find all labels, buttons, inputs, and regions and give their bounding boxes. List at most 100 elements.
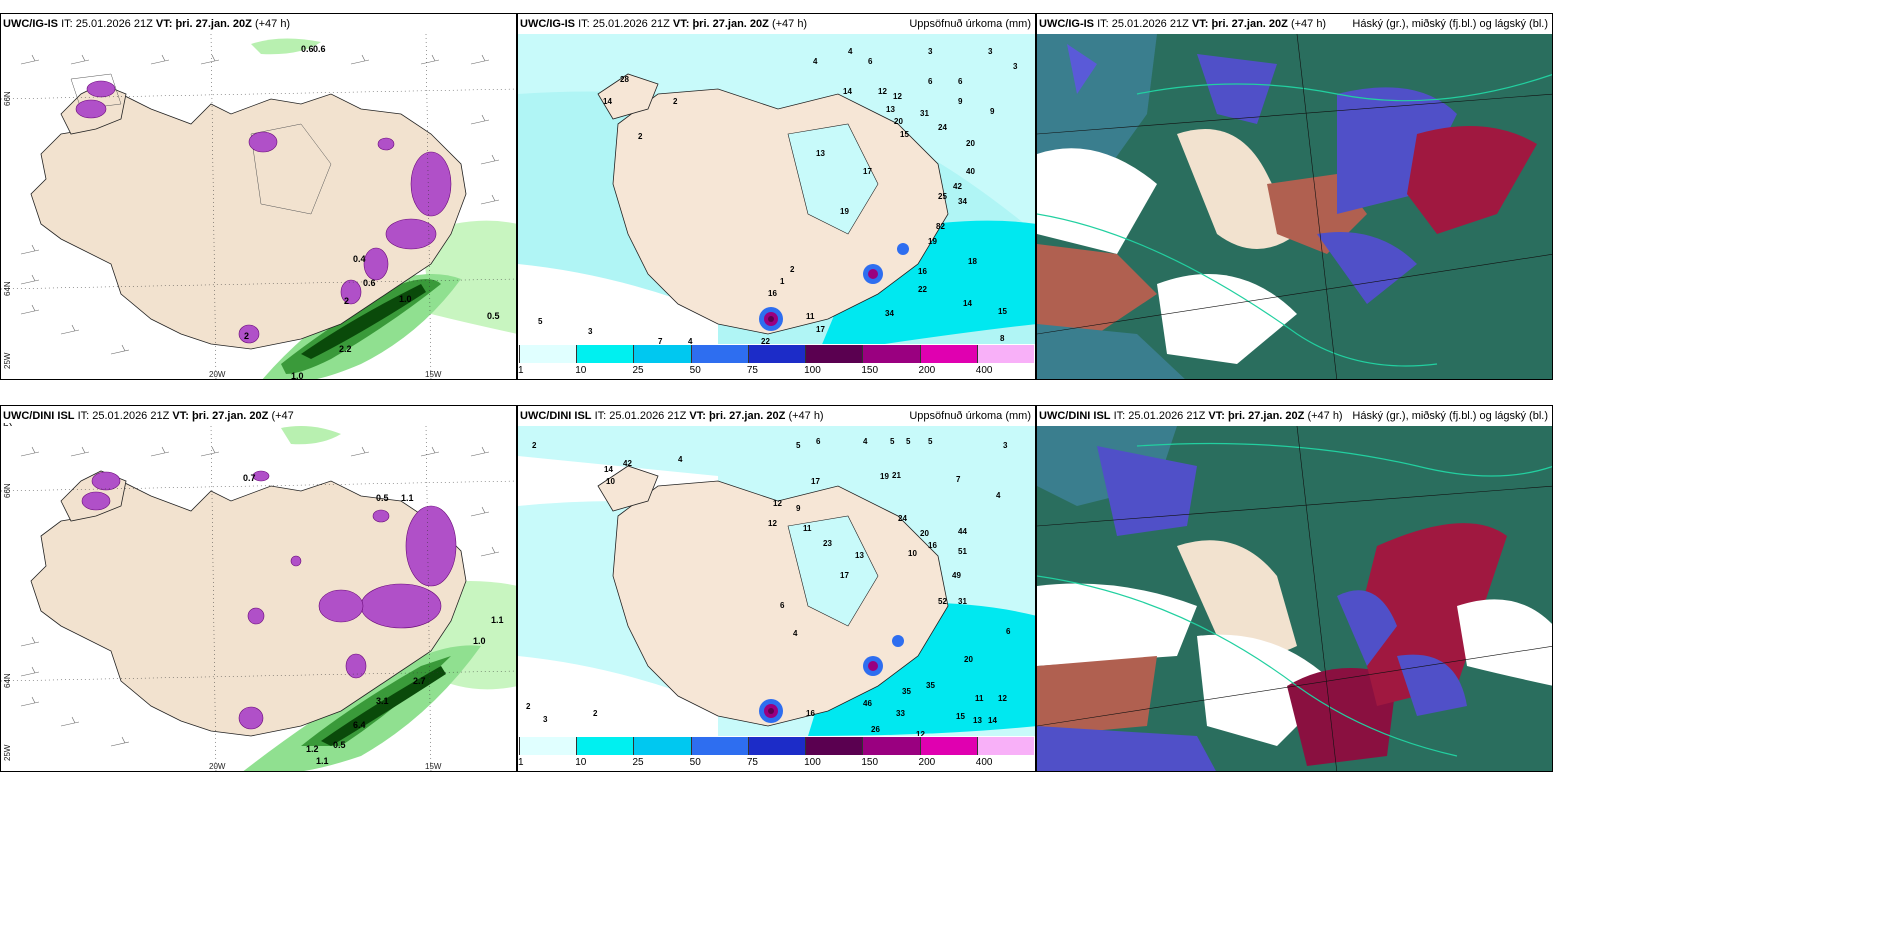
panel-title: UWC/IG-IS IT: 25.01.2026 21Z VT: þri. 27… [520, 18, 808, 30]
value-label: 13 [855, 551, 864, 560]
value-label: 6 [780, 601, 785, 610]
value-label: 3.1 [376, 696, 389, 706]
colorbar-label: 150 [861, 365, 879, 376]
lon-label: 20W [209, 370, 226, 379]
colorbar-label: 100 [804, 757, 821, 768]
value-label: 14 [604, 465, 613, 474]
value-label: 16 [806, 709, 815, 718]
panel-3-cloud-layers: UWC/IG-IS IT: 25.01.2026 21Z VT: þri. 27… [1036, 13, 1553, 380]
value-label: 15 [900, 130, 909, 139]
value-label: 44 [958, 527, 967, 536]
colorbar-label: 75 [746, 757, 758, 768]
panel-subtitle: Uppsöfnuð úrkoma (mm) [909, 410, 1031, 422]
map-cloud-layers [1037, 34, 1552, 379]
colorbar-swatch [576, 345, 634, 363]
value-label: 5 [890, 437, 895, 446]
value-label: 34 [885, 309, 894, 318]
colorbar-label: 200 [918, 757, 936, 768]
value-label: 6 [868, 57, 873, 66]
value-label: 12 [773, 499, 782, 508]
colorbar-label: 10 [575, 365, 587, 376]
value-label: 18 [968, 257, 977, 266]
colorbar-swatch [919, 345, 977, 363]
value-label: 19 [880, 472, 889, 481]
value-label: 13 [886, 105, 895, 114]
value-label: 42 [953, 182, 962, 191]
colorbar-swatch [747, 345, 806, 363]
value-label: 2 [344, 296, 349, 306]
value-label: 17 [863, 167, 872, 176]
value-label: 3 [988, 47, 993, 56]
value-label: 12 [998, 694, 1007, 703]
colorbar-swatch [519, 345, 577, 363]
map-accumulated-precip: 4 4 3 3 3 6 6 6 12 12 13 20 31 15 9 9 14… [518, 34, 1035, 344]
colorbar-swatch [862, 345, 920, 363]
panel-subtitle: Háský (gr.), miðský (fj.bl.) og lágský (… [1352, 18, 1548, 30]
value-label: 8 [1000, 334, 1005, 343]
value-label: 4 [863, 437, 868, 446]
value-label: 52 [938, 597, 947, 606]
colorbar-swatch [747, 737, 806, 755]
value-label: 24 [898, 514, 907, 523]
value-label: 2 [526, 702, 531, 711]
value-label: 12 [916, 730, 925, 736]
value-label: 1.0 [291, 371, 304, 380]
value-label: 1.0 [473, 636, 486, 646]
colorbar-swatch [976, 737, 1034, 755]
colorbar-label: 25 [632, 365, 644, 376]
map-wind-precip: 0.6 0.6 2 2 0.6 0.4 1.0 2.2 0.5 1.0 [1, 34, 516, 380]
value-label: 13 [973, 716, 982, 725]
colorbar-label: 100 [804, 365, 821, 376]
map-cloud-layers [1037, 426, 1552, 771]
value-label: 16 [928, 541, 937, 550]
panel-6-cloud-layers: UWC/DINI ISL IT: 25.01.2026 21Z VT: þri.… [1036, 405, 1553, 772]
colorbar-label: 50 [689, 365, 701, 376]
value-label: 2 [244, 331, 249, 341]
value-label: 12 [878, 87, 887, 96]
value-label: 6 [816, 437, 821, 446]
value-label: 40 [966, 167, 975, 176]
value-label: 42 [623, 459, 632, 468]
value-label: 1.2 [306, 744, 319, 754]
value-label: 34 [958, 197, 967, 206]
panel-subtitle: Háský (gr.), miðský (fj.bl.) og lágský (… [1352, 410, 1548, 422]
value-label: 9 [990, 107, 995, 116]
map-wind-precip: 0.7 0.5 1.1 1.1 1.0 2.7 3.1 6.4 1.2 0.5 … [1, 426, 516, 771]
colorbar-label: 25 [632, 757, 644, 768]
value-label: 23 [823, 539, 832, 548]
value-label: 22 [761, 337, 770, 344]
value-label: 35 [926, 681, 935, 690]
value-label: 0.5 [333, 740, 346, 750]
panel-title: UWC/DINI ISL IT: 25.01.2026 21Z VT: þri.… [1039, 410, 1343, 422]
panel-title: UWC/IG-IS IT: 25.01.2026 21Z VT: þri. 27… [1039, 18, 1327, 30]
value-label: 16 [918, 267, 927, 276]
value-label: 5 [906, 437, 911, 446]
value-label: 10 [606, 477, 615, 486]
value-label: 6 [928, 77, 933, 86]
value-label: 31 [958, 597, 967, 606]
value-label: 16 [768, 289, 777, 298]
colorbar-label: 400 [975, 757, 993, 768]
lat-label: 66N [3, 483, 12, 498]
value-label: 3 [543, 715, 548, 724]
value-label: 49 [952, 571, 961, 580]
value-label: 6 [958, 77, 963, 86]
lat-label: 25W [3, 744, 12, 761]
value-label: 22 [918, 285, 927, 294]
colorbar-label: 50 [689, 757, 701, 768]
colorbar-swatch [690, 345, 748, 363]
value-label: 17 [840, 571, 849, 580]
colorbar: 1 10 25 50 75 100 150 200 400 [518, 345, 1035, 379]
colorbar-swatch [576, 737, 634, 755]
lat-label: 25W [3, 352, 12, 369]
lat-label: 64N [3, 673, 12, 688]
colorbar-swatch [519, 737, 577, 755]
panel-2-accumulated-precip: UWC/IG-IS IT: 25.01.2026 21Z VT: þri. 27… [517, 13, 1036, 380]
value-label: 15 [998, 307, 1007, 316]
value-label: 6.4 [353, 720, 366, 730]
value-label: 17 [811, 477, 820, 486]
panel-5-accumulated-precip: UWC/DINI ISL IT: 25.01.2026 21Z VT: þri.… [517, 405, 1036, 772]
value-label: 0.5 [487, 311, 500, 321]
value-label: 14 [603, 97, 612, 106]
value-label: 3 [588, 327, 593, 336]
